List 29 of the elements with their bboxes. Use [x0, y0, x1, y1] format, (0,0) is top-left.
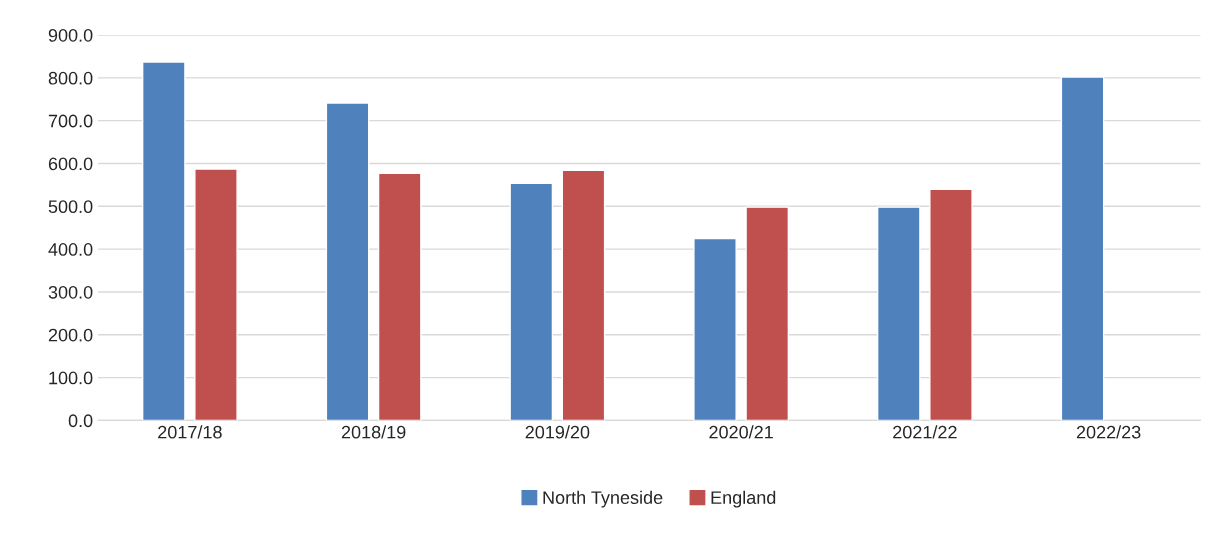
bar	[141, 61, 186, 421]
x-tick-label: 2019/20	[525, 425, 590, 439]
x-tick-label: 2022/23	[1076, 425, 1141, 439]
bar	[509, 182, 554, 421]
y-tick-label: 500.0	[48, 200, 93, 214]
x-tick-label: 2020/21	[709, 425, 773, 439]
y-tick-label: 100.0	[49, 371, 93, 385]
y-tick-label: 0.0	[68, 414, 93, 428]
bar	[876, 206, 921, 421]
y-tick-label: 600.0	[48, 157, 93, 171]
y-tick-label: 700.0	[48, 114, 93, 128]
bar	[1060, 76, 1105, 421]
x-tick-label: 2017/18	[158, 425, 222, 439]
bar	[929, 188, 973, 421]
bar	[325, 102, 370, 421]
legend-label: England	[711, 490, 776, 508]
bar	[693, 237, 737, 421]
legend-label: North Tyneside	[543, 490, 663, 508]
x-tick-label: 2021/22	[893, 425, 957, 439]
y-tick-label: 800.0	[48, 71, 93, 85]
bar	[745, 206, 790, 421]
bar	[377, 172, 422, 421]
y-tick-label: 200.0	[48, 328, 93, 342]
x-tick-label: 2018/19	[341, 425, 406, 439]
bar	[194, 168, 238, 421]
y-tick-label: 900.0	[48, 28, 93, 42]
y-tick-label: 300.0	[48, 285, 93, 299]
bar	[561, 169, 606, 421]
y-tick-label: 400.0	[48, 243, 93, 256]
